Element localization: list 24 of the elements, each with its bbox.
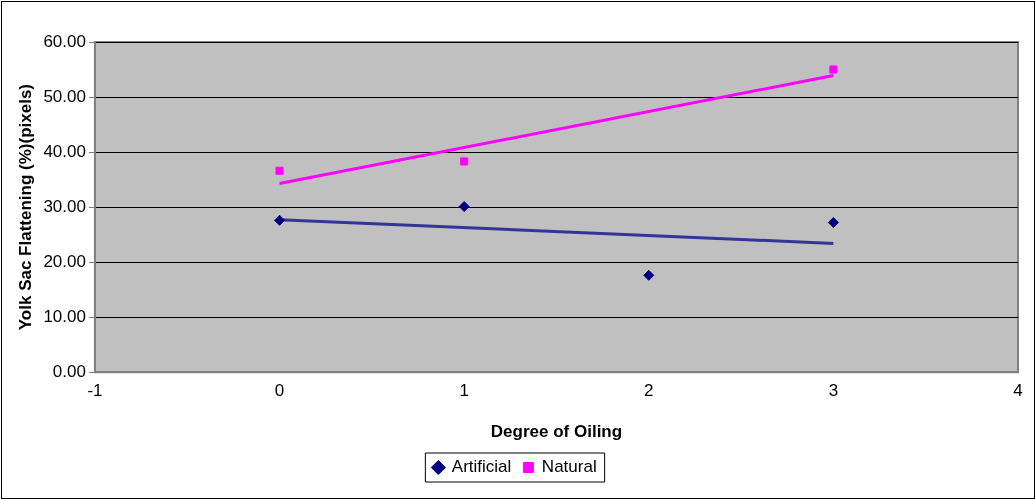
point bbox=[829, 65, 838, 74]
x-axis-title: Degree of Oiling bbox=[490, 422, 623, 442]
x-tick-label: 4 bbox=[1013, 381, 1023, 401]
x-tick-label: 2 bbox=[644, 381, 654, 401]
y-tick-label: 50.00 bbox=[43, 86, 86, 106]
y-tick-label: 10.00 bbox=[43, 306, 86, 326]
y-tick-label: 30.00 bbox=[43, 196, 86, 216]
y-tick-label: 40.00 bbox=[43, 141, 86, 161]
y-tick-label: 20.00 bbox=[43, 251, 86, 271]
x-tick-label: 0 bbox=[274, 381, 285, 401]
point bbox=[275, 166, 284, 175]
y-tick-label: 60.00 bbox=[43, 31, 86, 51]
x-tick-label: 1 bbox=[459, 381, 469, 401]
x-tick-label: 3 bbox=[828, 381, 839, 401]
point bbox=[827, 217, 839, 229]
y-axis-title: Yolk Sac Flattening (%)(pixels) bbox=[15, 83, 35, 331]
point bbox=[274, 214, 286, 226]
point bbox=[643, 269, 655, 281]
point bbox=[460, 157, 469, 166]
x-tick-label: -1 bbox=[87, 381, 103, 401]
legend-label: Artificial bbox=[451, 457, 512, 477]
y-tick-label: 0.00 bbox=[52, 361, 86, 381]
point bbox=[458, 201, 470, 213]
legend-label: Natural bbox=[541, 457, 597, 477]
